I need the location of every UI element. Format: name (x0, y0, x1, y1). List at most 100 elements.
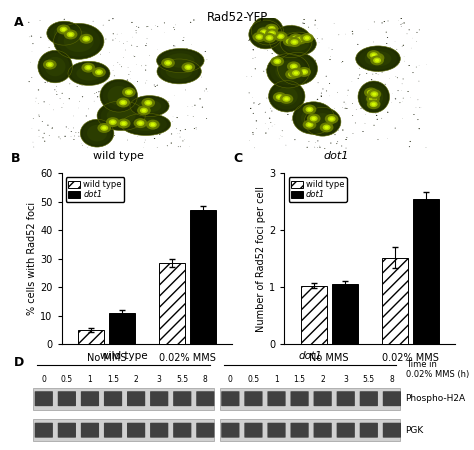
Circle shape (186, 49, 188, 50)
Ellipse shape (68, 61, 110, 86)
Circle shape (182, 40, 184, 41)
Circle shape (337, 141, 338, 142)
FancyBboxPatch shape (221, 423, 239, 438)
Ellipse shape (278, 32, 303, 51)
Circle shape (110, 128, 111, 129)
Circle shape (342, 61, 343, 62)
Circle shape (305, 81, 306, 82)
Circle shape (258, 104, 259, 105)
Circle shape (301, 68, 302, 69)
Circle shape (102, 126, 107, 130)
Circle shape (137, 120, 145, 126)
Circle shape (283, 36, 296, 46)
Ellipse shape (286, 59, 310, 78)
FancyBboxPatch shape (81, 391, 99, 406)
Circle shape (370, 101, 378, 107)
Circle shape (49, 135, 50, 136)
Circle shape (410, 141, 411, 142)
Circle shape (77, 26, 79, 27)
Circle shape (360, 89, 361, 90)
Circle shape (409, 146, 410, 147)
Circle shape (320, 122, 333, 132)
Ellipse shape (125, 115, 167, 134)
Circle shape (300, 71, 301, 72)
Circle shape (138, 27, 139, 28)
Circle shape (417, 119, 419, 120)
Circle shape (291, 39, 299, 45)
Text: wild type: wild type (100, 351, 147, 361)
Circle shape (153, 112, 155, 113)
Circle shape (312, 48, 313, 49)
Circle shape (137, 119, 138, 120)
FancyBboxPatch shape (267, 391, 286, 406)
Circle shape (336, 143, 337, 144)
Circle shape (82, 96, 83, 97)
Circle shape (367, 99, 368, 100)
Circle shape (67, 34, 69, 35)
Circle shape (317, 147, 318, 148)
Circle shape (86, 116, 87, 117)
Circle shape (325, 114, 338, 124)
Bar (331, 284, 357, 344)
Circle shape (137, 105, 151, 115)
Ellipse shape (160, 61, 198, 82)
Circle shape (127, 80, 128, 81)
Circle shape (298, 123, 299, 124)
Circle shape (307, 108, 311, 111)
Circle shape (55, 55, 57, 56)
Circle shape (352, 115, 353, 116)
Circle shape (39, 116, 40, 117)
Circle shape (265, 133, 266, 134)
Bar (220, 388, 400, 410)
Text: D: D (14, 356, 25, 369)
Circle shape (367, 89, 381, 99)
Ellipse shape (269, 81, 305, 112)
Circle shape (352, 31, 353, 32)
Circle shape (112, 18, 114, 19)
Circle shape (181, 51, 182, 52)
Circle shape (355, 122, 356, 123)
Circle shape (98, 123, 111, 133)
Circle shape (184, 64, 192, 70)
Circle shape (302, 131, 303, 132)
Circle shape (294, 73, 296, 74)
Ellipse shape (49, 23, 79, 43)
Circle shape (330, 143, 331, 144)
Circle shape (110, 121, 115, 124)
Circle shape (62, 93, 63, 94)
Circle shape (300, 33, 314, 43)
Circle shape (47, 125, 48, 126)
Circle shape (93, 40, 94, 41)
Circle shape (372, 54, 376, 57)
Circle shape (166, 61, 170, 64)
Circle shape (53, 38, 54, 39)
Circle shape (315, 20, 316, 21)
Circle shape (183, 65, 185, 66)
Circle shape (76, 55, 77, 56)
Circle shape (146, 101, 150, 104)
Circle shape (92, 67, 106, 77)
Circle shape (95, 69, 103, 75)
Circle shape (287, 40, 292, 43)
Text: 8: 8 (390, 375, 394, 384)
Ellipse shape (76, 66, 101, 81)
Circle shape (371, 79, 372, 80)
Ellipse shape (100, 103, 142, 128)
Circle shape (62, 28, 66, 31)
Circle shape (303, 120, 316, 130)
Circle shape (292, 65, 296, 68)
Ellipse shape (131, 118, 161, 131)
Text: dot1: dot1 (298, 351, 322, 361)
Circle shape (273, 92, 287, 102)
Ellipse shape (258, 22, 277, 39)
Circle shape (352, 33, 353, 34)
Ellipse shape (133, 97, 166, 115)
Circle shape (268, 31, 276, 36)
Circle shape (256, 34, 257, 35)
Circle shape (77, 70, 79, 71)
Text: 0.5: 0.5 (247, 375, 259, 384)
Circle shape (248, 40, 250, 41)
Circle shape (52, 127, 53, 128)
Circle shape (369, 91, 373, 94)
Circle shape (158, 110, 159, 111)
